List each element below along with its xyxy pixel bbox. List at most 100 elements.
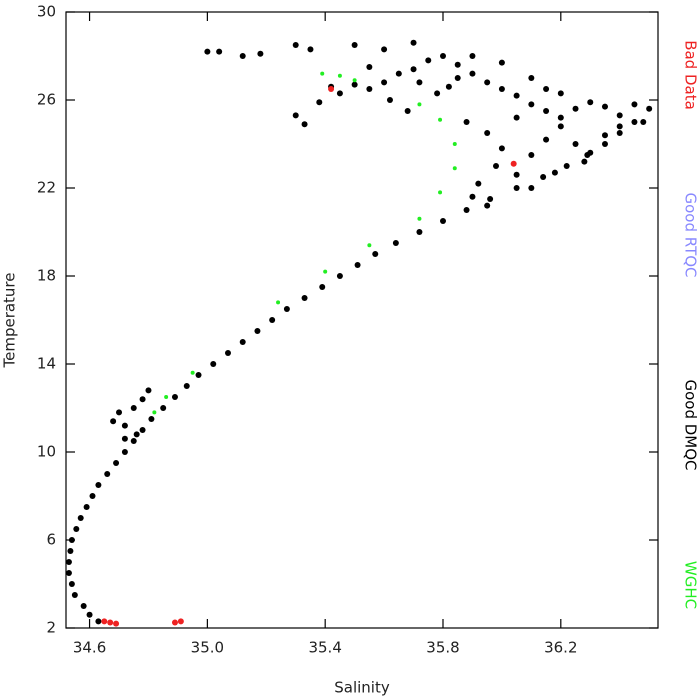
point	[121, 435, 128, 442]
point	[239, 53, 246, 59]
point	[557, 114, 564, 121]
legend-entry: Good RTQC	[682, 192, 700, 277]
point	[439, 218, 446, 224]
point	[328, 86, 335, 92]
point	[67, 548, 74, 554]
point	[65, 570, 72, 576]
point	[498, 86, 505, 92]
point	[139, 427, 146, 433]
point	[616, 130, 623, 136]
point	[164, 395, 169, 399]
point	[452, 142, 457, 146]
point	[65, 559, 72, 565]
point	[292, 112, 299, 119]
point	[513, 114, 520, 121]
point	[224, 350, 231, 356]
y-tick-label: 10	[37, 443, 56, 461]
point	[80, 603, 87, 609]
point	[434, 90, 441, 97]
point	[121, 449, 128, 455]
point	[83, 504, 90, 510]
point	[452, 166, 457, 171]
point	[410, 66, 417, 73]
point	[386, 97, 393, 103]
point	[404, 108, 411, 114]
plot-frame	[65, 11, 659, 629]
legend-entry: Bad Data	[682, 40, 700, 110]
point	[392, 240, 399, 246]
point	[469, 193, 476, 200]
point	[543, 86, 550, 92]
point	[439, 53, 446, 59]
point	[336, 273, 343, 279]
point	[160, 405, 167, 411]
point	[354, 262, 361, 268]
point	[587, 149, 594, 156]
point	[493, 163, 500, 169]
y-tick-label: 14	[37, 355, 56, 373]
point	[110, 418, 117, 425]
point	[337, 73, 342, 78]
point	[239, 339, 246, 345]
point	[301, 121, 308, 128]
point	[367, 243, 372, 248]
point	[204, 48, 211, 55]
point	[438, 117, 443, 122]
point	[416, 229, 423, 235]
point	[372, 251, 379, 257]
point	[171, 394, 178, 400]
x-axis-label: Salinity	[334, 679, 390, 697]
point	[254, 328, 261, 334]
y-tick-label: 22	[37, 179, 56, 197]
point	[513, 185, 520, 191]
x-tick-label: 35.8	[426, 639, 459, 657]
point	[121, 422, 128, 429]
point	[316, 99, 323, 106]
y-tick-label: 2	[46, 619, 56, 637]
point	[551, 169, 558, 176]
point	[381, 46, 388, 53]
point	[417, 216, 422, 221]
point	[366, 86, 373, 92]
point	[454, 61, 461, 68]
point	[631, 101, 638, 108]
point	[323, 269, 328, 274]
point	[616, 112, 623, 119]
point	[336, 90, 343, 97]
point	[425, 57, 432, 64]
point	[71, 592, 78, 598]
y-tick-label: 26	[37, 91, 56, 109]
point	[469, 53, 476, 59]
point	[139, 396, 146, 403]
point	[557, 123, 564, 130]
point	[572, 141, 579, 147]
point	[130, 438, 137, 444]
x-tick-label: 35.4	[308, 639, 341, 657]
point	[601, 132, 608, 139]
point	[581, 158, 588, 165]
x-tick-label: 34.6	[73, 639, 106, 657]
point	[513, 92, 520, 99]
point	[528, 185, 535, 191]
point	[646, 105, 653, 112]
point	[351, 42, 358, 48]
point	[95, 618, 102, 625]
point	[113, 460, 120, 466]
point	[601, 141, 608, 147]
point	[133, 431, 140, 438]
point	[195, 372, 202, 378]
point	[572, 105, 579, 112]
point	[469, 70, 476, 77]
point	[171, 619, 178, 626]
point	[484, 130, 491, 136]
point	[445, 83, 452, 90]
point	[257, 50, 264, 57]
point	[77, 515, 84, 521]
point	[543, 108, 550, 114]
point	[190, 370, 195, 375]
point	[528, 75, 535, 81]
point	[395, 70, 402, 77]
point	[148, 416, 155, 422]
point	[484, 202, 491, 209]
